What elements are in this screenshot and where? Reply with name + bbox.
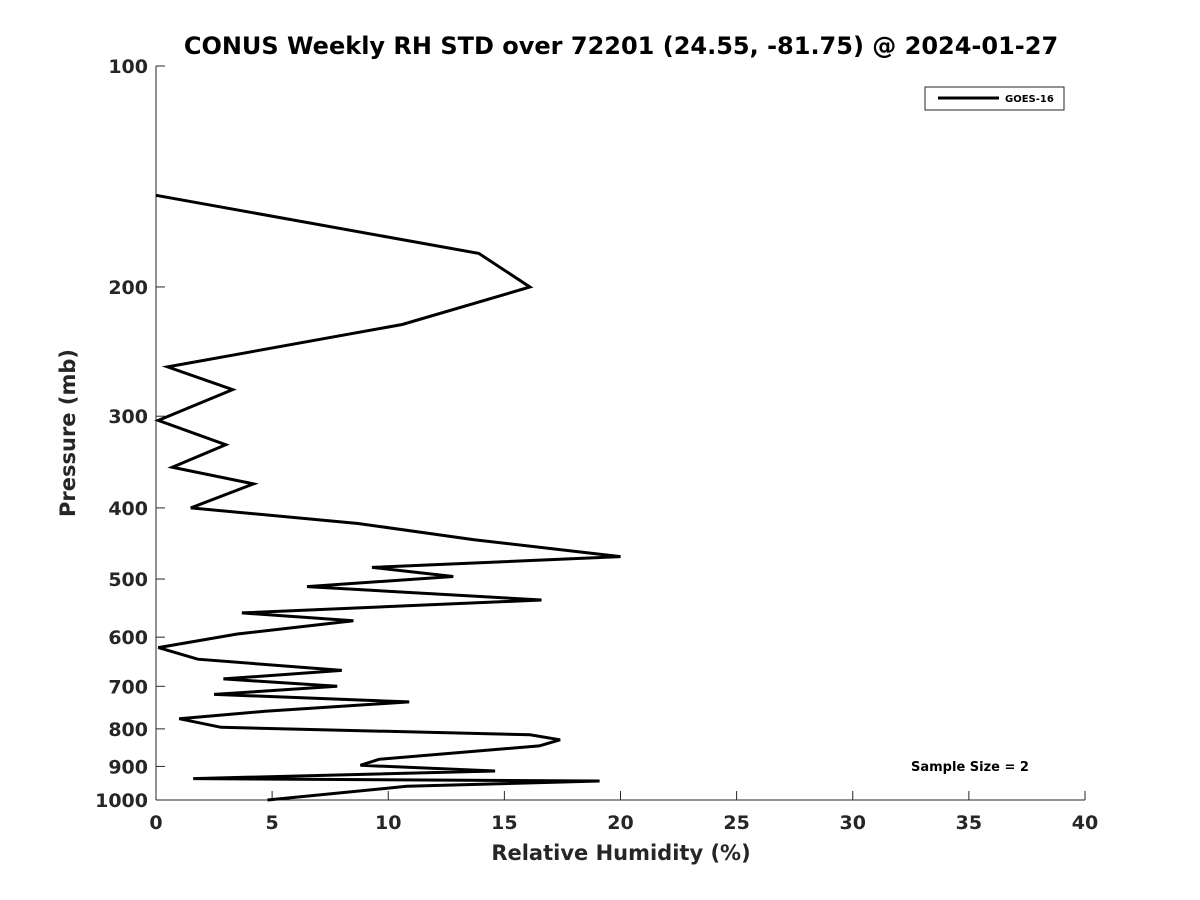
chart-title: CONUS Weekly RH STD over 72201 (24.55, -… — [184, 32, 1058, 60]
y-tick-label: 900 — [108, 756, 148, 778]
x-tick-label: 15 — [491, 812, 517, 834]
x-tick-label: 0 — [149, 812, 162, 834]
y-tick-label: 800 — [108, 719, 148, 741]
y-ticks: 100 200 300 400 500 600 700 800 900 1000 — [95, 56, 165, 812]
x-tick-label: 40 — [1072, 812, 1098, 834]
series-line — [154, 193, 621, 802]
y-tick-label: 100 — [108, 56, 148, 78]
y-tick-label: 700 — [108, 676, 148, 698]
x-axis-title: Relative Humidity (%) — [491, 841, 750, 865]
y-tick-label: 200 — [108, 277, 148, 299]
series-layer — [154, 193, 621, 802]
x-tick-label: 5 — [266, 812, 279, 834]
axes: 0 5 10 15 20 25 30 35 40 100 200 300 400 500 600 700 80… — [95, 56, 1098, 834]
y-tick-label: 600 — [108, 627, 148, 649]
y-tick-label: 1000 — [95, 790, 148, 812]
y-tick-label: 500 — [108, 569, 148, 591]
y-axis-title: Pressure (mb) — [56, 349, 80, 517]
sample-size-annotation: Sample Size = 2 — [911, 760, 1029, 775]
y-tick-label: 400 — [108, 498, 148, 520]
x-tick-label: 30 — [840, 812, 866, 834]
x-tick-label: 35 — [956, 812, 982, 834]
legend: GOES-16 — [924, 86, 1065, 111]
x-tick-label: 20 — [607, 812, 633, 834]
x-tick-label: 10 — [375, 812, 401, 834]
legend-label: GOES-16 — [1005, 94, 1054, 105]
x-tick-label: 25 — [723, 812, 749, 834]
x-ticks: 0 5 10 15 20 25 30 35 40 — [149, 791, 1098, 834]
y-tick-label: 300 — [108, 406, 148, 428]
